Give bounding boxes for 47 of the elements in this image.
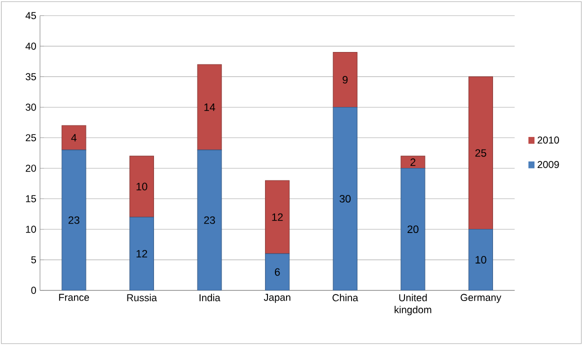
data-label: 30	[340, 194, 351, 203]
legend-label: 2009	[538, 160, 559, 168]
data-label: 12	[272, 213, 283, 221]
data-label: 9	[342, 76, 348, 84]
y-tick-label: 25	[26, 134, 36, 142]
x-tick-label: Russia	[127, 294, 157, 302]
data-label: 25	[475, 149, 486, 157]
data-label: 4	[71, 134, 77, 142]
y-tick-label: 5	[31, 256, 36, 264]
x-tick-label: Japan	[264, 294, 290, 303]
bar	[468, 229, 494, 290]
bar	[62, 150, 86, 290]
y-tick-label: 40	[26, 42, 36, 50]
x-tick-label: Germany	[460, 294, 502, 303]
data-label: 2	[410, 158, 416, 166]
bar	[197, 150, 222, 290]
data-label: 23	[68, 216, 80, 224]
bar	[62, 125, 86, 150]
data-label: 20	[408, 226, 418, 234]
y-tick-label: 10	[26, 226, 36, 233]
y-tick-label: 45	[26, 12, 36, 20]
bar	[197, 64, 222, 150]
y-tick-label: 15	[26, 195, 36, 202]
data-label: 23	[204, 216, 215, 224]
legend-label: 2010	[538, 136, 559, 144]
bar	[265, 253, 290, 290]
y-tick-label: 30	[26, 104, 36, 111]
bar	[265, 180, 290, 254]
bar	[129, 156, 154, 218]
bar	[400, 168, 426, 290]
bar	[129, 216, 154, 290]
y-tick-label: 20	[26, 164, 36, 172]
x-tick-label: France	[59, 294, 90, 301]
bar	[468, 76, 494, 230]
x-tick-label: China	[332, 294, 358, 302]
bar	[400, 156, 426, 169]
data-label: 12	[136, 250, 148, 258]
data-label: 14	[204, 104, 216, 111]
bar	[332, 52, 358, 108]
y-tick-label: 35	[26, 73, 36, 80]
x-tick-label: India	[200, 294, 220, 302]
y-tick-label: 0	[31, 286, 36, 294]
data-label: 10	[136, 182, 148, 190]
data-label: 10	[476, 256, 486, 264]
bar	[332, 106, 358, 290]
data-label: 6	[274, 268, 280, 276]
x-tick-label: United kingdom	[394, 294, 432, 316]
